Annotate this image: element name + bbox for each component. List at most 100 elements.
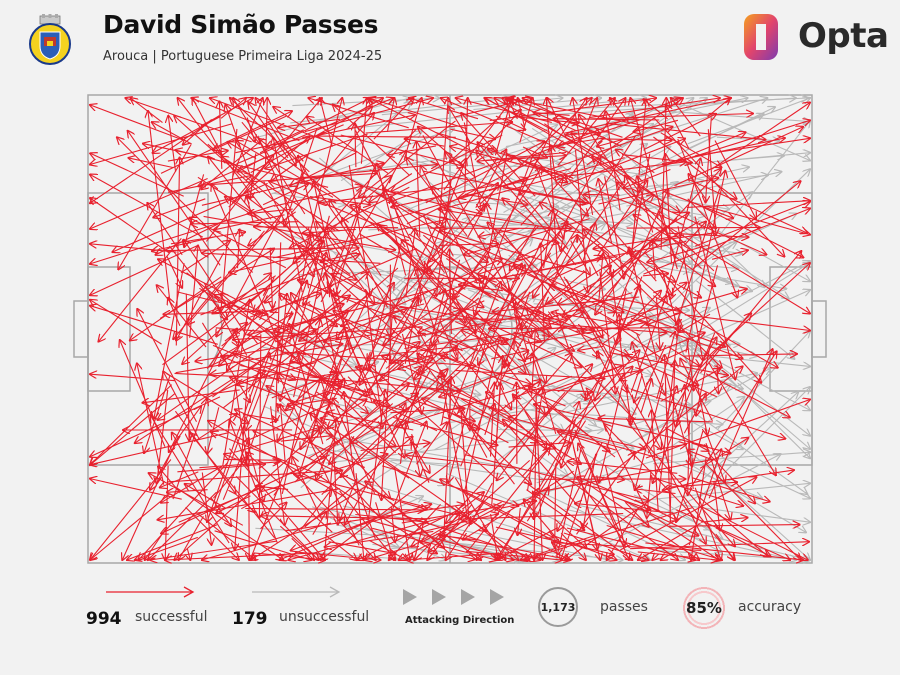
successful-pass-arrow <box>157 285 207 348</box>
successful-pass-arrow <box>321 251 357 263</box>
successful-pass-arrow <box>321 418 383 430</box>
unsuccessful-pass-arrow <box>487 402 652 430</box>
successful-pass-arrow <box>117 137 254 273</box>
successful-pass-arrow <box>478 210 559 365</box>
successful-pass-arrow <box>552 543 702 551</box>
successful-pass-arrow <box>633 119 679 132</box>
unsuccessful-pass-arrow <box>344 277 427 342</box>
successful-pass-arrow <box>437 347 479 389</box>
successful-pass-arrow <box>462 489 554 537</box>
successful-pass-arrow <box>686 338 694 390</box>
successful-pass-arrow <box>652 554 658 560</box>
successful-pass-arrow <box>342 218 389 308</box>
successful-pass-arrow <box>463 122 481 211</box>
successful-pass-arrow <box>554 119 660 120</box>
successful-pass-arrow <box>90 384 173 465</box>
successful-pass-arrow <box>668 525 800 527</box>
successful-pass-arrow <box>708 349 773 499</box>
successful-pass-arrow <box>328 541 396 554</box>
successful-pass-arrow <box>570 240 590 275</box>
successful-pass-arrow <box>90 244 177 253</box>
successful-pass-arrow <box>508 98 623 138</box>
successful-pass-arrow <box>221 313 263 347</box>
successful-pass-arrow <box>704 428 725 483</box>
left-goal <box>73 300 89 358</box>
successful-pass-arrow <box>224 454 250 466</box>
successful-pass-arrow <box>381 205 485 322</box>
successful-pass-arrow <box>437 178 452 296</box>
successful-pass-arrow <box>391 422 426 510</box>
successful-pass-arrow <box>157 389 169 484</box>
successful-pass-arrow <box>651 232 713 242</box>
successful-pass-arrow <box>438 98 448 225</box>
successful-pass-arrow <box>566 176 657 282</box>
successful-pass-arrow <box>660 132 722 168</box>
successful-pass-arrow <box>191 98 300 142</box>
successful-pass-arrow <box>232 353 381 397</box>
successful-pass-arrow <box>631 193 767 255</box>
unsuccessful-pass-arrow <box>627 386 743 449</box>
unsuccessful-pass-arrow <box>701 392 799 481</box>
successful-pass-arrow <box>333 105 411 176</box>
successful-pass-arrow <box>567 461 678 474</box>
successful-pass-arrow <box>441 356 566 407</box>
successful-pass-arrow <box>634 373 643 402</box>
successful-pass-arrow <box>466 448 550 553</box>
successful-pass-arrow <box>347 106 373 129</box>
successful-pass-arrow <box>270 247 272 308</box>
successful-pass-arrow <box>498 440 567 560</box>
successful-pass-arrow <box>265 254 320 303</box>
unsuccessful-pass-arrow <box>647 378 807 494</box>
successful-pass-arrow <box>414 509 465 560</box>
successful-pass-arrow <box>647 471 652 518</box>
successful-pass-arrow <box>176 158 179 346</box>
unsuccessful-pass-arrow <box>541 331 693 377</box>
successful-pass-arrow <box>383 284 468 345</box>
successful-pass-arrow <box>552 427 644 449</box>
successful-pass-arrow <box>423 170 588 203</box>
successful-pass-arrow <box>572 446 600 561</box>
successful-pass-arrow <box>640 132 745 176</box>
successful-pass-arrow <box>137 309 197 422</box>
successful-pass-arrow <box>568 479 678 560</box>
successful-pass-arrow <box>677 138 738 297</box>
successful-pass-arrow <box>676 265 719 427</box>
successful-pass-arrow <box>175 344 343 374</box>
successful-pass-arrow <box>474 154 534 315</box>
unsuccessful-pass-arrow <box>697 354 810 367</box>
successful-pass-arrow <box>90 244 199 295</box>
successful-pass-arrow <box>256 98 354 243</box>
successful-pass-arrow <box>667 346 699 366</box>
successful-pass-arrow <box>280 507 401 560</box>
successful-pass-arrow <box>461 513 624 519</box>
unsuccessful-pass-arrow <box>350 251 487 360</box>
successful-pass-arrow <box>579 266 611 301</box>
successful-pass-arrow <box>377 224 438 288</box>
successful-pass-arrow <box>647 337 716 454</box>
successful-pass-arrow <box>163 372 200 440</box>
successful-pass-arrow <box>219 310 278 366</box>
successful-pass-arrow <box>139 462 228 560</box>
successful-pass-arrow <box>669 252 716 286</box>
successful-pass-arrow <box>669 471 706 544</box>
successful-pass-arrow <box>546 271 586 305</box>
successful-pass-arrow <box>566 527 695 560</box>
successful-pass-arrow <box>90 493 170 560</box>
successful-pass-arrow <box>90 374 176 382</box>
successful-pass-arrow <box>663 479 704 490</box>
successful-pass-arrow <box>174 372 343 381</box>
successful-pass-arrow <box>253 240 324 312</box>
successful-pass-arrow <box>387 156 515 204</box>
accuracy-label: accuracy <box>738 599 802 615</box>
successful-pass-arrow <box>235 410 366 469</box>
successful-pass-arrow <box>446 500 486 560</box>
successful-pass-arrow <box>703 263 810 361</box>
unsuccessful-pass-arrow <box>533 192 752 351</box>
successful-pass-arrow <box>423 215 466 322</box>
successful-pass-arrow <box>561 219 568 251</box>
successful-pass-arrow <box>391 196 440 344</box>
page-subtitle: Arouca | Portuguese Primeira Liga 2024-2… <box>103 49 383 64</box>
successful-pass-arrow <box>696 338 713 416</box>
successful-pass-arrow <box>651 476 743 506</box>
page-title: David Simão Passes <box>103 10 379 39</box>
